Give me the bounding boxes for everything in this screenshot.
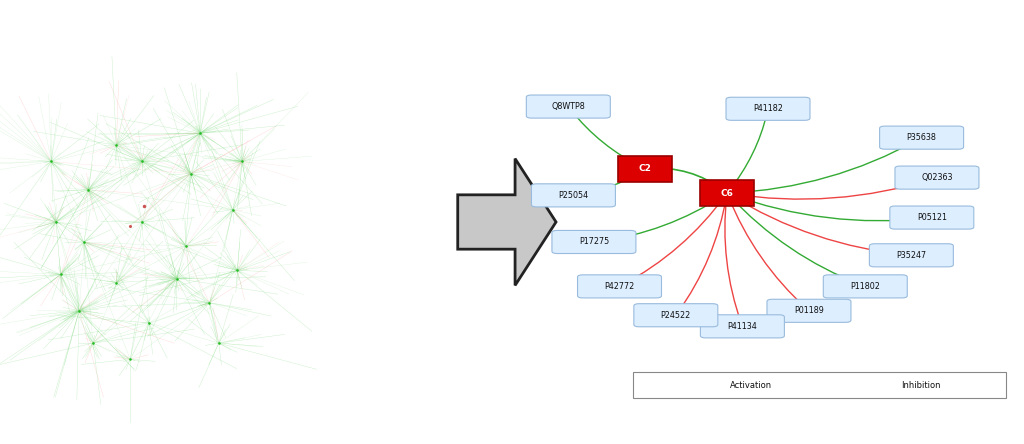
Text: Q02363: Q02363 <box>922 173 952 182</box>
FancyBboxPatch shape <box>700 315 784 338</box>
Text: P42772: P42772 <box>604 282 635 291</box>
Text: C6: C6 <box>721 189 733 198</box>
FancyBboxPatch shape <box>552 230 636 254</box>
FancyBboxPatch shape <box>823 275 907 298</box>
Text: P05121: P05121 <box>916 213 947 222</box>
Text: P11802: P11802 <box>850 282 881 291</box>
FancyBboxPatch shape <box>634 304 718 327</box>
FancyBboxPatch shape <box>726 97 810 120</box>
FancyBboxPatch shape <box>578 275 662 298</box>
Text: P01189: P01189 <box>794 306 824 315</box>
FancyBboxPatch shape <box>531 184 615 207</box>
FancyBboxPatch shape <box>890 206 974 229</box>
Text: C2: C2 <box>639 164 651 173</box>
Text: P25054: P25054 <box>558 191 589 200</box>
Text: P24522: P24522 <box>660 311 691 320</box>
FancyBboxPatch shape <box>618 156 672 182</box>
FancyBboxPatch shape <box>895 166 979 189</box>
Text: Activation: Activation <box>730 381 772 390</box>
Polygon shape <box>458 159 556 285</box>
FancyBboxPatch shape <box>633 372 1006 398</box>
FancyBboxPatch shape <box>880 126 964 149</box>
Text: P17275: P17275 <box>579 238 609 246</box>
Text: P41182: P41182 <box>753 104 783 113</box>
FancyBboxPatch shape <box>767 299 851 322</box>
FancyBboxPatch shape <box>526 95 610 118</box>
Text: P35247: P35247 <box>896 251 927 260</box>
FancyBboxPatch shape <box>700 180 754 206</box>
Text: Inhibition: Inhibition <box>901 381 941 390</box>
FancyBboxPatch shape <box>869 244 953 267</box>
Text: P41134: P41134 <box>727 322 758 331</box>
Text: Q8WTP8: Q8WTP8 <box>552 102 585 111</box>
Text: P35638: P35638 <box>906 133 937 142</box>
